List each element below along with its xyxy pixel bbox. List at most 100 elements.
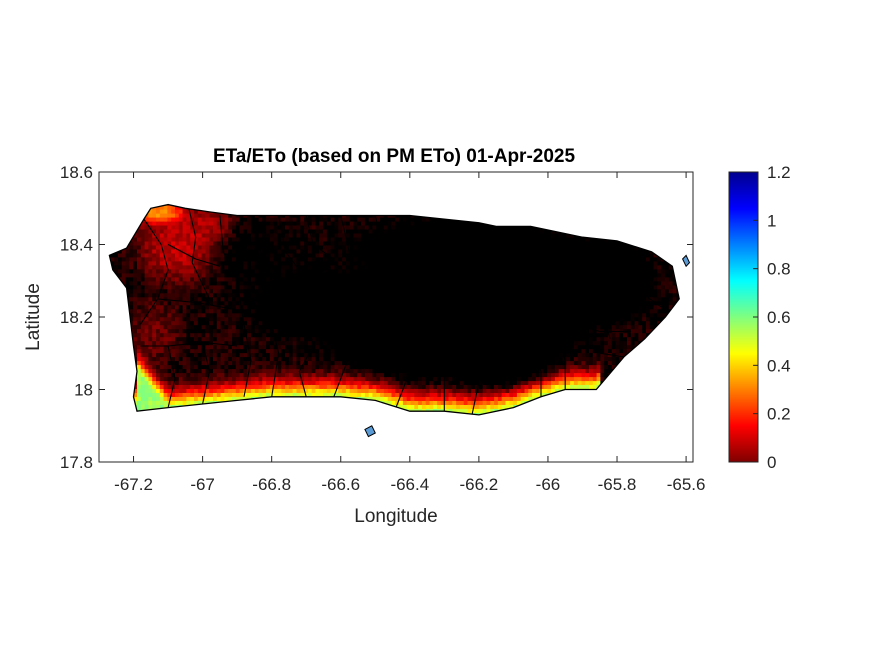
heatmap-cell: [349, 228, 355, 234]
heatmap-cell: [372, 272, 377, 278]
heatmap-cell: [273, 276, 279, 282]
heatmap-cell: [239, 288, 244, 294]
heatmap-cell: [266, 288, 271, 294]
heatmap-cell: [330, 260, 336, 266]
heatmap-cell: [304, 352, 309, 358]
heatmap-cell: [209, 328, 214, 334]
heatmap-cell: [201, 248, 206, 254]
heatmap-cell: [353, 380, 358, 385]
heatmap-cell: [372, 248, 377, 254]
heatmap-cell: [201, 260, 206, 266]
heatmap-cell: [323, 348, 328, 354]
heatmap-cell: [186, 224, 191, 230]
heatmap-cell: [152, 384, 157, 389]
heatmap-cell: [300, 264, 305, 270]
heatmap-cell: [167, 368, 172, 374]
heatmap-cell: [395, 388, 400, 393]
heatmap-cell: [395, 384, 400, 389]
heatmap-cell: [220, 392, 225, 397]
heatmap-cell: [364, 224, 370, 230]
heatmap-cell: [277, 348, 282, 354]
heatmap-cell: [140, 344, 146, 350]
heatmap-cell: [383, 312, 389, 318]
heatmap-cell: [277, 340, 282, 346]
heatmap-cell: [178, 284, 184, 290]
heatmap-cell: [235, 340, 241, 346]
heatmap-cell: [323, 248, 328, 254]
heatmap-cell: [300, 220, 305, 226]
heatmap-cell: [357, 320, 362, 326]
heatmap-cell: [380, 324, 385, 330]
heatmap-cell: [262, 264, 267, 270]
heatmap-cell: [205, 316, 210, 322]
heatmap-cell: [319, 356, 324, 362]
heatmap-cell: [235, 372, 241, 378]
heatmap-cell: [197, 344, 203, 350]
heatmap-cell: [277, 308, 282, 314]
heatmap-cell: [364, 296, 370, 302]
heatmap-cell: [323, 272, 328, 278]
heatmap-cell: [296, 372, 301, 378]
heatmap-cell: [152, 388, 157, 393]
heatmap-cell: [285, 344, 290, 350]
heatmap-cell: [380, 316, 385, 322]
heatmap-cell: [300, 292, 305, 298]
heatmap-cell: [148, 300, 153, 306]
heatmap-cell: [194, 356, 199, 362]
heatmap-cell: [281, 292, 286, 298]
heatmap-cell: [258, 344, 263, 350]
heatmap-cell: [243, 264, 248, 270]
heatmap-cell: [224, 344, 229, 350]
heatmap-cell: [258, 252, 263, 258]
heatmap-cell: [311, 392, 317, 397]
heatmap-cell: [243, 224, 248, 230]
heatmap-cell: [163, 324, 168, 330]
heatmap-cell: [391, 296, 396, 302]
heatmap-cell: [224, 360, 229, 366]
heatmap-cell: [349, 348, 355, 354]
heatmap-cell: [197, 364, 203, 370]
heatmap-cell: [395, 372, 400, 378]
heatmap-cell: [368, 248, 374, 254]
heatmap-cell: [395, 260, 400, 266]
heatmap-cell: [277, 292, 282, 298]
heatmap-cell: [247, 332, 252, 338]
heatmap-cell: [175, 260, 180, 266]
heatmap-cell: [273, 280, 279, 286]
heatmap-cell: [171, 352, 176, 358]
heatmap-cell: [300, 320, 305, 326]
heatmap-cell: [243, 324, 248, 330]
heatmap-cell: [307, 316, 313, 322]
heatmap-cell: [190, 217, 195, 222]
heatmap-cell: [239, 264, 244, 270]
heatmap-cell: [163, 388, 168, 393]
heatmap-cell: [125, 272, 130, 278]
heatmap-cell: [163, 256, 168, 262]
heatmap-cell: [167, 300, 172, 306]
heatmap-cell: [300, 316, 305, 322]
heatmap-cell: [383, 328, 389, 334]
heatmap-cell: [186, 308, 191, 314]
heatmap-cell: [334, 276, 339, 282]
heatmap-cell: [319, 312, 324, 318]
heatmap-cell: [194, 328, 199, 334]
heatmap-cell: [368, 252, 374, 258]
heatmap-cell: [232, 240, 237, 246]
heatmap-cell: [372, 380, 377, 385]
heatmap-cell: [334, 324, 339, 330]
heatmap-cell: [334, 320, 339, 326]
heatmap-cell: [334, 368, 339, 374]
heatmap-cell: [300, 384, 305, 389]
heatmap-cell: [148, 264, 153, 270]
heatmap-cell: [156, 217, 161, 222]
heatmap-cell: [167, 268, 172, 274]
heatmap-cell: [197, 388, 203, 393]
heatmap-cell: [201, 368, 206, 374]
heatmap-cell: [266, 312, 271, 318]
heatmap-cell: [281, 384, 286, 389]
heatmap-cell: [353, 232, 358, 238]
heatmap-cell: [182, 380, 187, 385]
heatmap-cell: [277, 236, 282, 242]
heatmap-cell: [391, 368, 396, 374]
heatmap-cell: [152, 272, 157, 278]
